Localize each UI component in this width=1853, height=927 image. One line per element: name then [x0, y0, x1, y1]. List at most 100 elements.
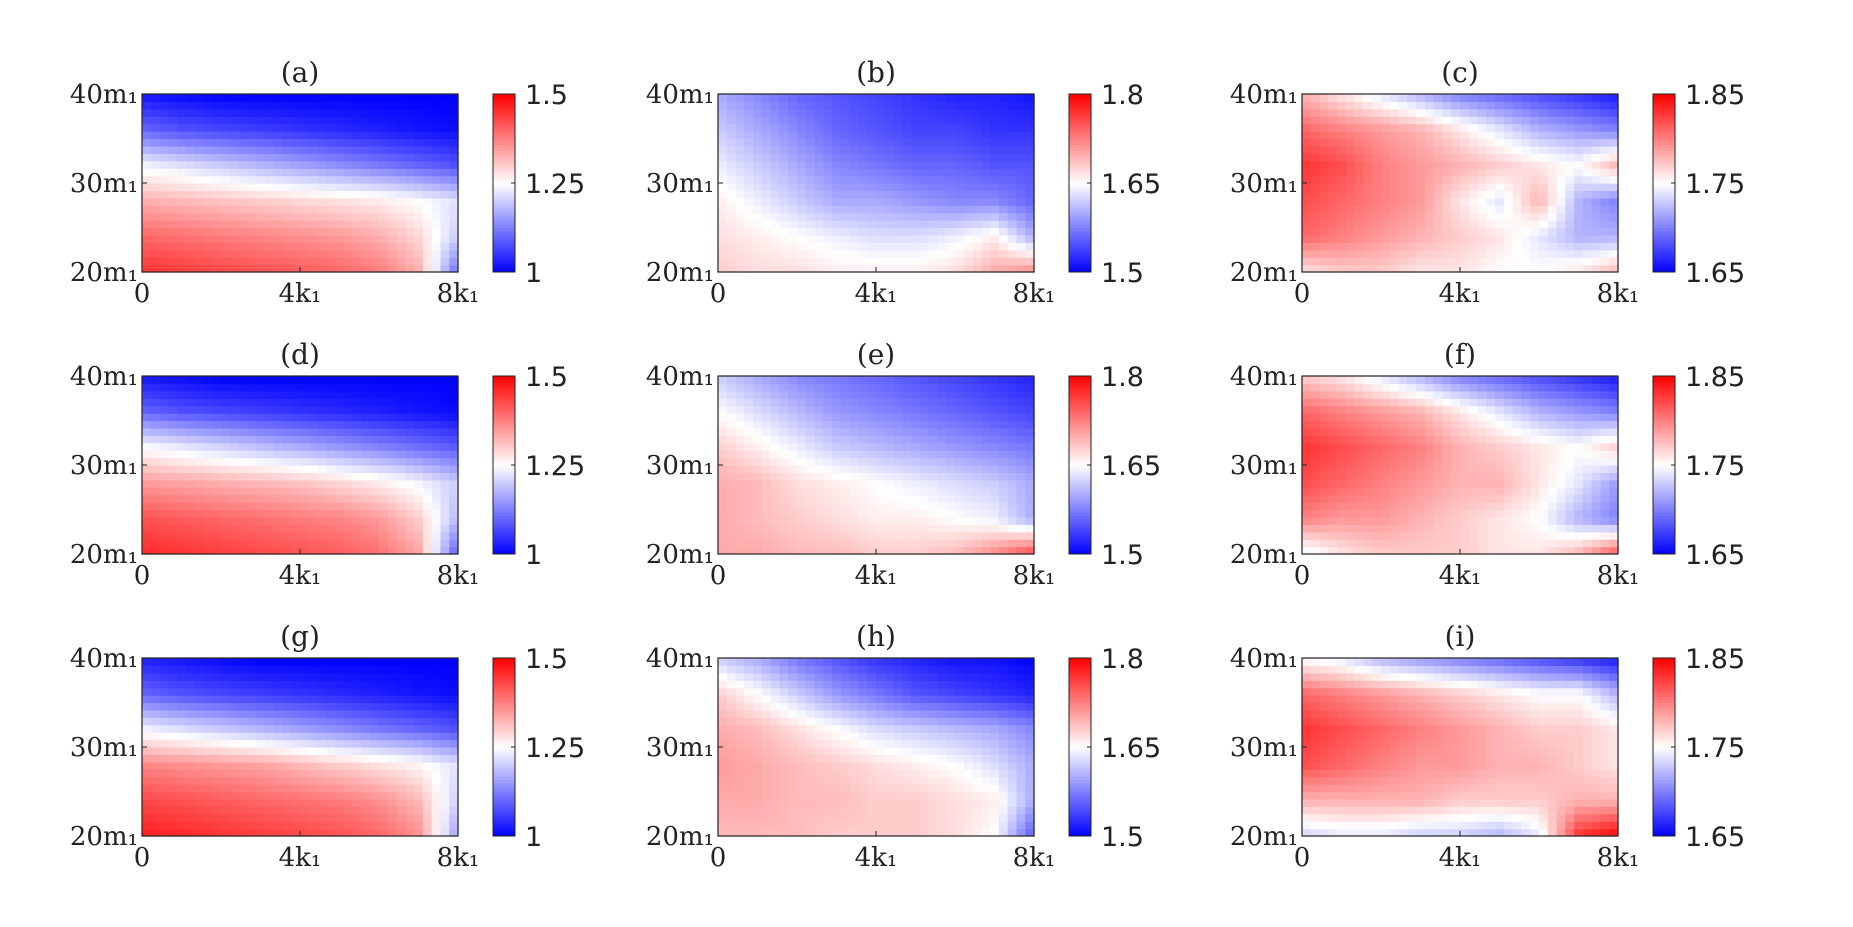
heatmap-cell: [770, 398, 781, 407]
heatmap-cell: [788, 546, 798, 555]
heatmap-cell: [1486, 94, 1496, 103]
heatmap-cell: [273, 427, 284, 436]
heatmap-cell: [1486, 242, 1496, 251]
heatmap-cell: [1486, 160, 1496, 169]
heatmap-cell: [955, 123, 965, 132]
heatmap-cell: [805, 242, 816, 251]
colorbar-segment: [1069, 479, 1091, 484]
heatmap-cell: [1016, 242, 1026, 251]
heatmap-cell: [726, 205, 737, 214]
heatmap-cell: [805, 509, 816, 518]
heatmap-cell: [823, 472, 833, 481]
heatmap-cell: [1521, 138, 1531, 147]
heatmap-cell: [405, 435, 415, 444]
heatmap-cell: [779, 220, 789, 229]
colorbar-tick-label: 1.75: [1685, 169, 1745, 200]
heatmap-cell: [1354, 539, 1365, 548]
panel-title: (a): [281, 56, 320, 89]
heatmap-cell: [998, 509, 1009, 518]
heatmap-cell: [937, 138, 947, 147]
heatmap-cell: [919, 234, 930, 243]
heatmap-cell: [1337, 524, 1347, 533]
x-tick-label: 8k₁: [437, 561, 480, 591]
colorbar-segment: [493, 524, 515, 528]
heatmap-cell: [972, 175, 982, 184]
heatmap-cell: [247, 123, 257, 132]
heatmap-cell: [744, 516, 754, 525]
heatmap-cell: [1521, 197, 1531, 206]
heatmap-cell: [256, 450, 266, 459]
heatmap-cell: [797, 94, 807, 103]
heatmap-cell: [779, 539, 789, 548]
heatmap-cell: [1363, 242, 1373, 251]
heatmap-cell: [326, 457, 336, 466]
heatmap-cell: [981, 524, 991, 533]
heatmap-cell: [1328, 516, 1338, 525]
heatmap-cell: [884, 227, 895, 236]
heatmap-cell: [238, 108, 248, 117]
heatmap-cell: [256, 175, 266, 184]
heatmap-cell: [1503, 227, 1514, 236]
heatmap-cell: [946, 502, 956, 511]
heatmap-cell: [849, 427, 860, 436]
heatmap-cell: [177, 131, 187, 140]
heatmap-cell: [422, 405, 433, 414]
panel-title: (c): [1441, 56, 1479, 89]
heatmap-cell: [177, 494, 187, 503]
colorbar-segment: [493, 542, 515, 546]
colorbar: 1.651.751.85: [1652, 80, 1745, 289]
heatmap-cell: [343, 108, 354, 117]
heatmap-cell: [823, 435, 833, 444]
heatmap-cell: [1530, 138, 1540, 147]
heatmap-cell: [770, 94, 781, 103]
colorbar-segment: [1069, 245, 1091, 249]
heatmap-cell: [317, 472, 327, 481]
heatmap-cell: [1468, 138, 1479, 147]
heatmap-cell: [1016, 427, 1026, 436]
heatmap-cell: [1016, 450, 1026, 459]
heatmap-cell: [396, 516, 406, 525]
heatmap-cell: [761, 398, 772, 407]
heatmap-cell: [168, 138, 178, 147]
heatmap-cell: [928, 413, 939, 422]
heatmap-cell: [150, 457, 161, 466]
heatmap-cell: [159, 116, 169, 125]
heatmap-cell: [282, 190, 292, 199]
heatmap-cell: [142, 153, 152, 162]
colorbar-segment: [1069, 444, 1091, 448]
heatmap-cell: [937, 494, 947, 503]
heatmap-cell: [814, 465, 824, 474]
heatmap-cell: [718, 539, 728, 548]
heatmap-cell: [264, 249, 275, 258]
heatmap-cell: [282, 450, 292, 459]
heatmap-cell: [849, 472, 860, 481]
colorbar-segment: [493, 411, 515, 416]
heatmap-cell: [955, 405, 965, 414]
heatmap-cell: [735, 405, 745, 414]
colorbar-segment: [493, 165, 515, 169]
colorbar-segment: [493, 185, 515, 190]
colorbar-segment: [493, 515, 515, 519]
heatmap-cell: [1609, 539, 1619, 548]
heatmap-cell: [902, 249, 912, 258]
heatmap-cell: [849, 138, 860, 147]
heatmap-cell: [405, 479, 415, 488]
heatmap-cell: [1424, 153, 1435, 162]
heatmap-cell: [449, 539, 459, 548]
heatmap-cell: [884, 160, 895, 169]
colorbar-segment: [1069, 399, 1091, 404]
panel-title: (f): [1444, 338, 1476, 371]
heatmap-cell: [990, 145, 1000, 154]
heatmap-cell: [972, 472, 982, 481]
colorbar-segment: [493, 129, 515, 134]
heatmap-cell: [788, 457, 798, 466]
heatmap-cell: [832, 160, 842, 169]
heatmap-cell: [1521, 234, 1531, 243]
heatmap-cell: [840, 183, 851, 192]
heatmap-cell: [919, 123, 930, 132]
heatmap-cell: [761, 190, 772, 199]
heatmap-cell: [1354, 524, 1365, 533]
heatmap-cell: [449, 190, 459, 199]
heatmap-cell: [1521, 524, 1531, 533]
heatmap-cell: [291, 108, 301, 117]
